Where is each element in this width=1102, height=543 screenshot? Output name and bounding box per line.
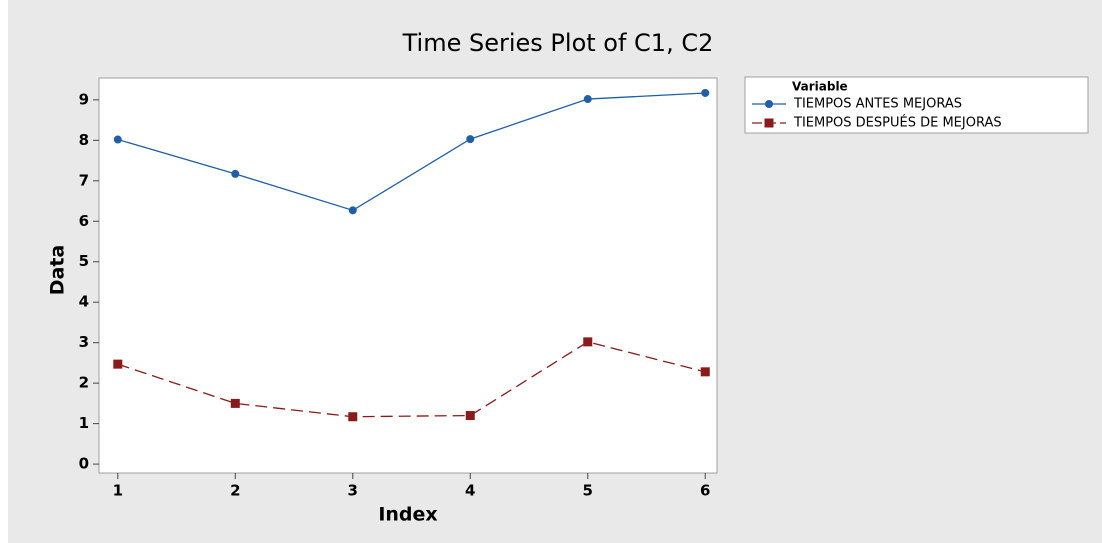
x-tick-label: 6 [700,482,710,500]
chart-title: Time Series Plot of C1, C2 [402,29,714,57]
data-point [466,135,475,144]
y-tick-label: 8 [79,131,89,149]
data-point [465,411,475,421]
x-tick-label: 4 [465,482,475,500]
y-tick-label: 1 [79,414,89,432]
y-tick-label: 2 [79,374,89,392]
y-tick-label: 5 [79,252,89,270]
y-tick-label: 7 [79,171,89,189]
data-point [701,88,710,97]
series-line [117,92,706,212]
legend-box [744,76,1089,134]
data-point [583,337,593,347]
x-axis-label: Index [378,504,437,526]
legend-marker [765,100,773,108]
data-point [230,398,240,408]
data-point [348,206,357,215]
y-tick-label: 0 [79,455,89,473]
legend-title: Variable [792,80,848,94]
data-point [348,412,358,422]
plot-area [98,77,718,474]
x-tick-label: 3 [348,482,358,500]
legend-label: TIEMPOS DESPUÉS DE MEJORAS [793,115,1002,131]
data-point [113,135,122,144]
y-axis-label: Data [47,245,69,296]
legend-label: TIEMPOS ANTES MEJORAS [793,97,962,112]
y-tick-label: 4 [79,293,89,311]
x-tick-label: 2 [230,482,240,500]
data-point [231,169,240,178]
x-tick-label: 5 [583,482,593,500]
data-point [583,95,592,104]
x-tick-label: 1 [113,482,123,500]
y-tick-label: 3 [79,333,89,351]
y-tick-label: 6 [79,212,89,230]
data-point [700,367,710,377]
legend-marker [764,118,774,128]
y-tick-label: 9 [79,90,89,108]
data-point [113,359,123,369]
